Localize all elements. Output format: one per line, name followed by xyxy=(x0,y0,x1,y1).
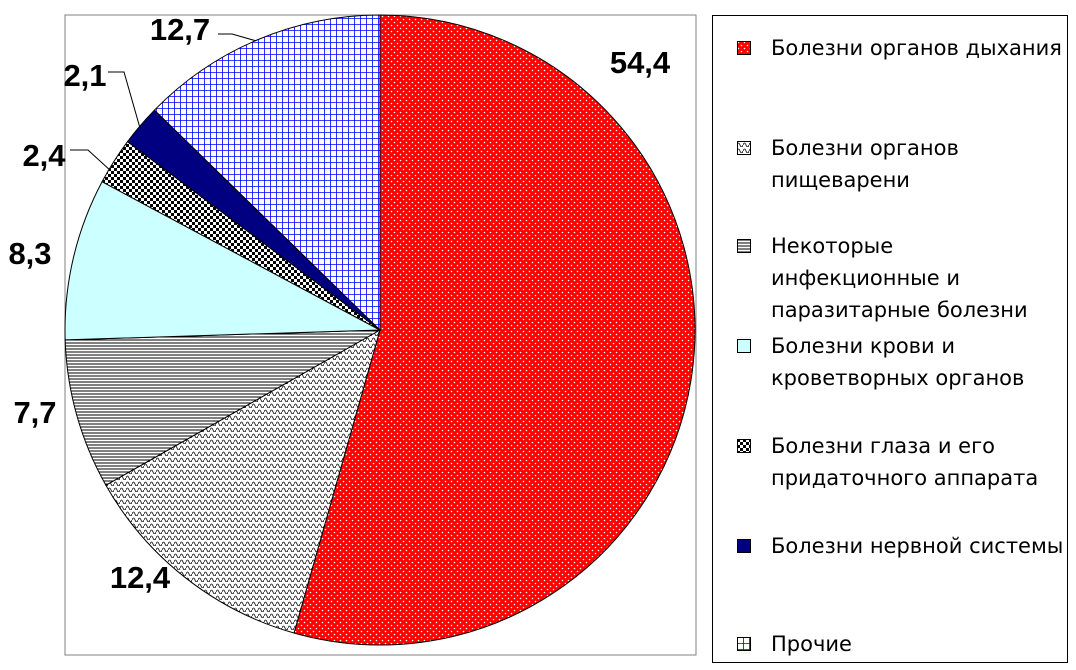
legend-swatch xyxy=(737,637,751,651)
legend-label: Болезни нервной системы xyxy=(771,534,1064,558)
data-label: 54,4 xyxy=(610,45,671,80)
pie-slice xyxy=(64,181,382,341)
legend-label: Болезни органов пищеварени xyxy=(771,136,959,192)
legend-swatch xyxy=(737,439,751,453)
legend-swatch xyxy=(737,41,751,55)
legend-item: Болезни органов пищеварени xyxy=(735,132,1065,196)
legend-label: Болезни крови и кроветворных органов xyxy=(771,334,1025,390)
legend-item: Болезни органов дыхания xyxy=(735,32,1065,64)
legend-item: Болезни крови и кроветворных органов xyxy=(735,330,1065,394)
pie-slice xyxy=(105,328,381,634)
legend-label: Некоторые инфекционные и паразитарные бо… xyxy=(771,234,1028,322)
leader-line xyxy=(70,149,113,173)
legend-item: Некоторые инфекционные и паразитарные бо… xyxy=(735,230,1065,326)
legend-swatch xyxy=(737,141,751,155)
pie-slice xyxy=(153,14,381,332)
leader-line xyxy=(108,71,141,129)
data-label: 2,1 xyxy=(63,58,106,93)
legend: Болезни органов дыхания Болезни органов п… xyxy=(712,15,1068,663)
legend-swatch xyxy=(737,239,751,253)
legend-swatch xyxy=(737,339,751,353)
legend-item: Прочие xyxy=(735,628,1065,660)
pie-slice xyxy=(293,14,696,646)
legend-label: Прочие xyxy=(771,632,852,656)
data-label: 12,7 xyxy=(150,12,210,47)
leader-line xyxy=(218,33,261,43)
pie-slice xyxy=(64,329,381,486)
legend-label: Болезни органов дыхания xyxy=(771,36,1062,60)
data-label: 12,4 xyxy=(110,560,171,595)
data-label: 7,7 xyxy=(13,395,56,430)
legend-swatch xyxy=(737,539,751,553)
legend-item: Болезни нервной системы xyxy=(735,530,1065,562)
data-label: 2,4 xyxy=(22,138,66,173)
legend-item: Болезни глаза и его придаточного аппарат… xyxy=(735,430,1065,494)
data-label: 8,3 xyxy=(8,236,51,271)
legend-label: Болезни глаза и его придаточного аппарат… xyxy=(771,434,1039,490)
